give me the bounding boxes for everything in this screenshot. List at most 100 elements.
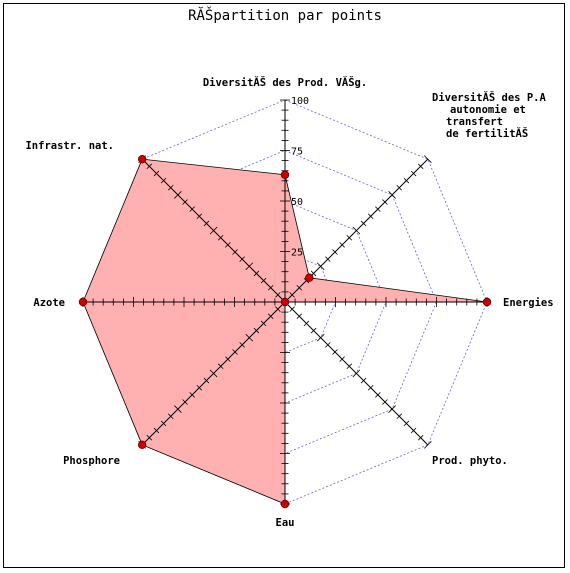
axis-tick-1-7 <box>332 249 338 255</box>
axis-tick-7-5 <box>245 262 254 271</box>
data-point-4 <box>280 499 290 509</box>
axis-tick-5-19 <box>146 434 153 441</box>
axis-tick-1-4 <box>310 270 317 277</box>
axis-tick-5-1 <box>275 306 281 312</box>
axis-tick-5-7 <box>232 349 238 355</box>
axis-tick-1-18 <box>410 170 417 177</box>
axis-tick-1-20 <box>424 155 432 163</box>
axis-label-1-0: DiversitĂŠ des P.A <box>432 91 546 104</box>
axis-tick-7-16 <box>167 184 174 191</box>
axis-tick-7-15 <box>174 191 182 199</box>
axis-tick-7-14 <box>182 199 188 205</box>
data-point-2 <box>482 297 492 307</box>
axis-tick-1-8 <box>339 242 345 248</box>
axis-tick-3-10 <box>352 369 361 378</box>
axis-tick-7-11 <box>203 220 210 227</box>
tick-label-50: 50 <box>291 197 303 208</box>
axis-tick-1-13 <box>375 206 381 212</box>
axis-tick-1-15 <box>388 191 396 199</box>
axis-tick-3-7 <box>332 349 338 355</box>
axis-tick-3-17 <box>403 420 410 427</box>
axis-tick-3-16 <box>396 413 403 420</box>
axis-label-6: Azote <box>33 297 65 309</box>
axis-tick-5-15 <box>174 405 182 413</box>
data-point-6 <box>78 297 88 307</box>
axis-tick-1-1 <box>289 292 295 298</box>
axis-tick-3-13 <box>375 392 381 398</box>
axis-tick-3-1 <box>289 306 295 312</box>
axis-tick-5-12 <box>196 384 203 391</box>
axis-tick-5-18 <box>153 427 160 434</box>
axis-tick-3-20 <box>424 441 432 449</box>
axis-tick-3-12 <box>367 384 374 391</box>
axis-label-3: Prod. phyto. <box>432 455 508 467</box>
axis-label-1-2: transfert <box>446 116 503 128</box>
axis-tick-3-5 <box>316 333 325 342</box>
axis-tick-5-9 <box>217 363 224 370</box>
axis-tick-7-19 <box>146 163 153 170</box>
axis-label-1-3: de fertilitĂŠ <box>446 127 528 140</box>
axis-tick-1-11 <box>360 220 367 227</box>
axis-tick-1-2 <box>296 284 303 291</box>
axis-tick-1-6 <box>325 256 331 262</box>
axis-tick-3-14 <box>382 399 388 405</box>
axis-tick-5-6 <box>239 342 245 348</box>
axis-tick-7-18 <box>153 170 160 177</box>
axis-tick-5-13 <box>189 392 195 398</box>
axis-tick-5-3 <box>260 320 267 327</box>
axis-label-0: DiversitĂŠ des Prod. VĂŠg. <box>203 76 367 89</box>
data-point-7 <box>137 154 147 164</box>
axis-tick-3-18 <box>410 427 417 434</box>
axis-tick-7-17 <box>160 177 167 184</box>
axis-tick-5-10 <box>209 369 218 378</box>
axis-tick-5-16 <box>167 413 174 420</box>
axis-tick-1-9 <box>346 234 353 241</box>
axis-tick-1-5 <box>316 262 325 271</box>
data-point-5 <box>137 440 147 450</box>
axis-label-2: Energies <box>503 297 554 309</box>
axis-tick-1-16 <box>396 184 403 191</box>
axis-label-7: Infrastr. nat. <box>25 140 114 152</box>
axis-tick-7-6 <box>239 256 245 262</box>
axis-tick-5-8 <box>225 356 231 362</box>
tick-label-100: 100 <box>291 96 309 107</box>
axis-tick-5-14 <box>182 399 188 405</box>
axis-tick-7-3 <box>260 277 267 284</box>
data-point-1 <box>305 273 314 282</box>
axis-tick-7-12 <box>196 213 203 220</box>
axis-tick-3-2 <box>296 313 303 320</box>
axis-tick-3-3 <box>303 320 310 327</box>
axis-tick-1-10 <box>352 226 361 235</box>
tick-label-25: 25 <box>291 248 303 259</box>
axis-tick-1-19 <box>417 163 424 170</box>
data-point-3 <box>280 297 290 307</box>
axis-tick-5-17 <box>160 420 167 427</box>
axis-tick-1-12 <box>367 213 374 220</box>
axis-tick-5-11 <box>203 377 210 384</box>
axis-tick-5-4 <box>253 327 260 334</box>
axis-tick-1-17 <box>403 177 410 184</box>
axis-tick-3-19 <box>417 434 424 441</box>
axis-tick-7-9 <box>217 234 224 241</box>
axis-tick-7-13 <box>189 206 195 212</box>
axis-label-5: Phosphore <box>63 455 120 467</box>
axis-tick-5-2 <box>267 313 274 320</box>
data-point-0 <box>280 170 290 179</box>
axis-tick-3-4 <box>310 327 317 334</box>
axis-tick-7-2 <box>267 284 274 291</box>
tick-label-75: 75 <box>291 147 303 158</box>
chart-title: RĂŠpartition par points <box>188 8 382 24</box>
axis-label-1-1: autonomie et <box>450 104 526 116</box>
axis-tick-3-11 <box>360 377 367 384</box>
axis-tick-7-1 <box>275 292 281 298</box>
axis-tick-3-9 <box>346 363 353 370</box>
axis-tick-3-6 <box>325 342 331 348</box>
axis-tick-7-7 <box>232 249 238 255</box>
axis-label-4: Eau <box>276 517 295 529</box>
axis-tick-1-14 <box>382 199 388 205</box>
axis-tick-7-4 <box>253 270 260 277</box>
axis-tick-3-15 <box>388 405 396 413</box>
axis-tick-7-10 <box>209 226 218 235</box>
axis-tick-7-8 <box>225 242 231 248</box>
